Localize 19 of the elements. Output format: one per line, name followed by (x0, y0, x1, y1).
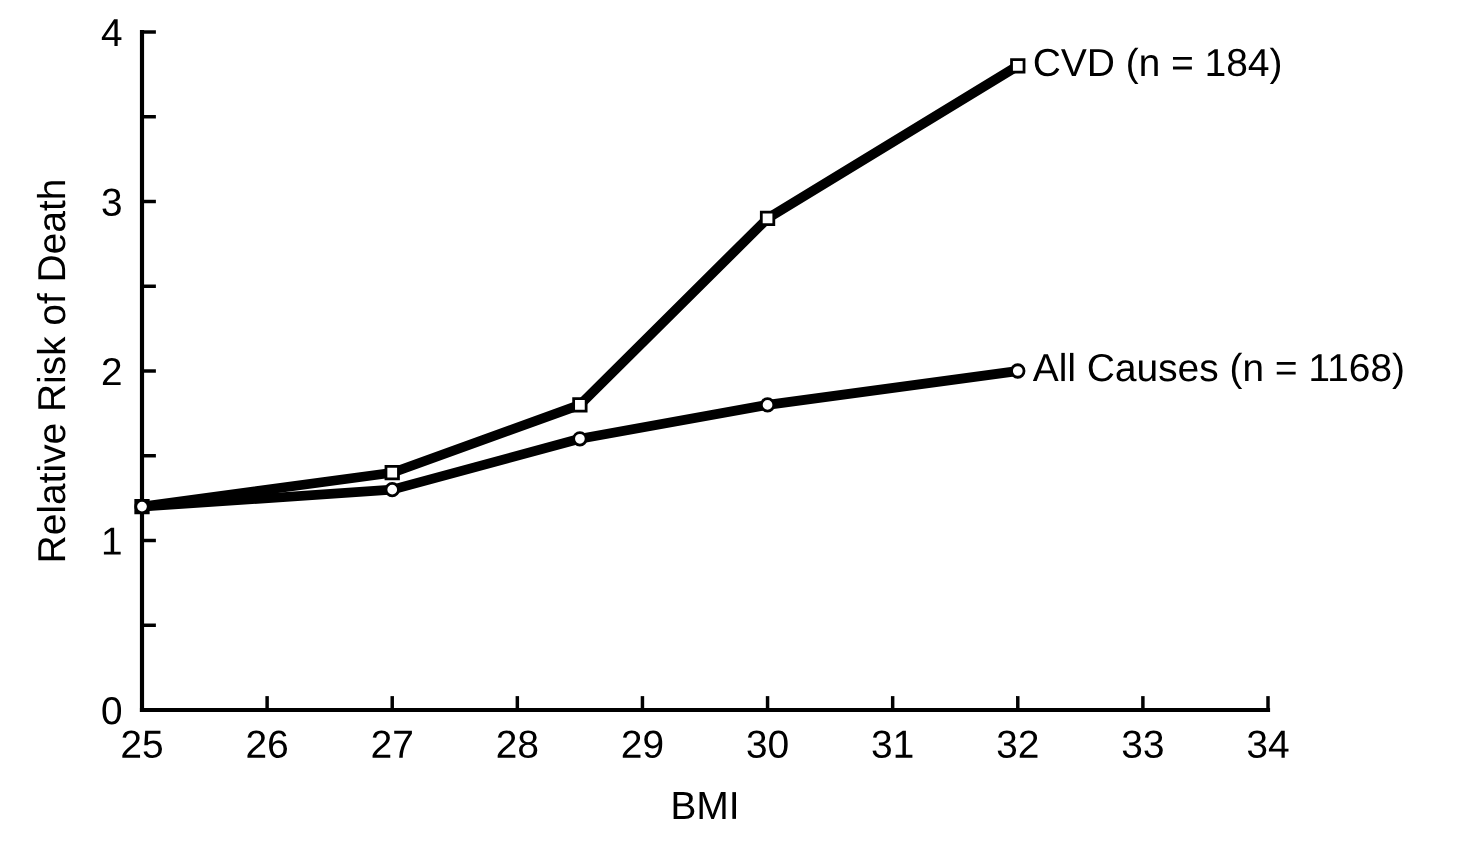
y-tick-label: 0 (102, 696, 122, 725)
x-tick-label: 27 (372, 730, 412, 758)
y-tick-label: 3 (102, 188, 121, 216)
y-tick-label: 2 (102, 357, 121, 386)
x-tick-label: 31 (872, 730, 913, 759)
x-tick-label: 32 (997, 730, 1038, 759)
x-axis-title: BMI (673, 792, 736, 819)
y-tick-label: 4 (101, 19, 122, 47)
y-axis-title: Relative Risk of Death (36, 181, 66, 561)
x-tick-label: 30 (747, 730, 788, 759)
y-tick-label: 1 (103, 527, 121, 555)
x-tick-label: 28 (497, 730, 538, 759)
x-tick-label: 26 (247, 730, 288, 759)
x-tick-label: 33 (1122, 730, 1163, 759)
x-tick-label: 29 (622, 730, 663, 759)
x-tick-label: 34 (1247, 730, 1289, 759)
x-tick-label: 25 (122, 730, 162, 759)
series-label: CVD (n = 184) (1034, 47, 1281, 85)
series-label: All Causes (n = 1168) (1032, 352, 1403, 390)
